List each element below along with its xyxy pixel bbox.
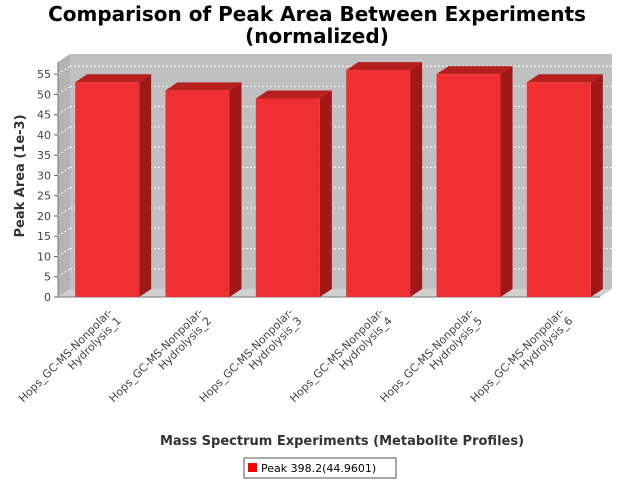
chart-title-line1: Comparison of Peak Area Between Experime… [48, 2, 586, 26]
y-tick-label: 10 [37, 250, 51, 263]
bar-front [75, 82, 140, 297]
grid-line-diag [57, 268, 71, 278]
x-tick-label-line: Hops_GC-MS-Nonpolar- [197, 306, 296, 405]
bar-front [165, 90, 230, 298]
bar-front [346, 70, 411, 297]
y-tick-label: 5 [44, 271, 51, 284]
grid-line-diag [57, 85, 71, 95]
grid-line-diag [57, 65, 71, 75]
bar-top [436, 66, 513, 75]
grid-line-diag [57, 167, 71, 176]
bar-top [346, 62, 423, 71]
y-tick-label: 30 [37, 169, 51, 182]
bar-side [139, 74, 152, 297]
y-tick-label: 0 [44, 291, 51, 304]
y-tick-label: 25 [37, 190, 51, 203]
x-tick-label-line: Hops_GC-MS-Nonpolar- [16, 306, 115, 405]
y-axis-ticks: 0 5 10 15 20 25 30 35 40 45 50 55 [37, 62, 600, 304]
plot-side-wall [58, 54, 70, 297]
x-axis-label: Mass Spectrum Experiments (Metabolite Pr… [160, 434, 524, 449]
bar-top [526, 74, 603, 83]
chart-title-line2: (normalized) [245, 24, 389, 48]
bar-2 [165, 82, 242, 298]
grid-line-diag [57, 146, 71, 156]
bar-front [526, 82, 591, 297]
grid-line-diag [57, 187, 71, 197]
x-tick-label-line: Hops_GC-MS-Nonpolar- [287, 306, 386, 405]
legend: Peak 398.2(44.9601) [243, 457, 397, 479]
grid-line-diag [57, 106, 71, 116]
y-tick-label: 40 [37, 129, 51, 142]
legend-box [243, 457, 397, 479]
bar-top [165, 82, 242, 91]
bar-side [500, 66, 513, 297]
bar-6 [526, 74, 603, 297]
bar-side [319, 90, 332, 297]
bar-side [410, 62, 423, 297]
y-tick-label: 45 [37, 109, 51, 122]
y-tick-label: 50 [37, 88, 51, 101]
bar-1 [75, 74, 152, 297]
bar-5 [436, 66, 513, 297]
grid-line-diag [57, 207, 71, 217]
bar-side [229, 82, 242, 298]
x-axis-categories: Hops_GC-MS-Nonpolar-Hydrolysis_1Hops_GC-… [16, 306, 576, 414]
y-tick-label: 15 [37, 230, 51, 243]
bar-front [436, 74, 501, 297]
x-tick-label-line: Hops_GC-MS-Nonpolar- [107, 306, 206, 405]
grid-line-diag [57, 126, 71, 136]
grid-line-diag [57, 227, 71, 237]
y-axis-label: Peak Area (1e-3) [13, 114, 28, 237]
y-tick-label: 20 [37, 210, 51, 223]
bar-4 [346, 62, 423, 297]
bar-top [75, 74, 152, 83]
x-tick-label-6: Hops_GC-MS-Nonpolar-Hydrolysis_6 [468, 306, 576, 414]
x-tick-label-line: Hops_GC-MS-Nonpolar- [378, 306, 477, 405]
x-tick-label-line: Hops_GC-MS-Nonpolar- [468, 306, 567, 405]
grid-line-diag [57, 248, 71, 257]
y-tick-label: 55 [37, 68, 51, 81]
bars [75, 62, 603, 298]
bar-3 [255, 90, 332, 297]
bar-front [255, 98, 320, 297]
y-tick-label: 35 [37, 149, 51, 162]
bar-side [590, 74, 603, 297]
legend-marker [248, 463, 257, 472]
legend-label: Peak 398.2(44.9601) [261, 462, 376, 475]
bar-top [255, 90, 332, 99]
